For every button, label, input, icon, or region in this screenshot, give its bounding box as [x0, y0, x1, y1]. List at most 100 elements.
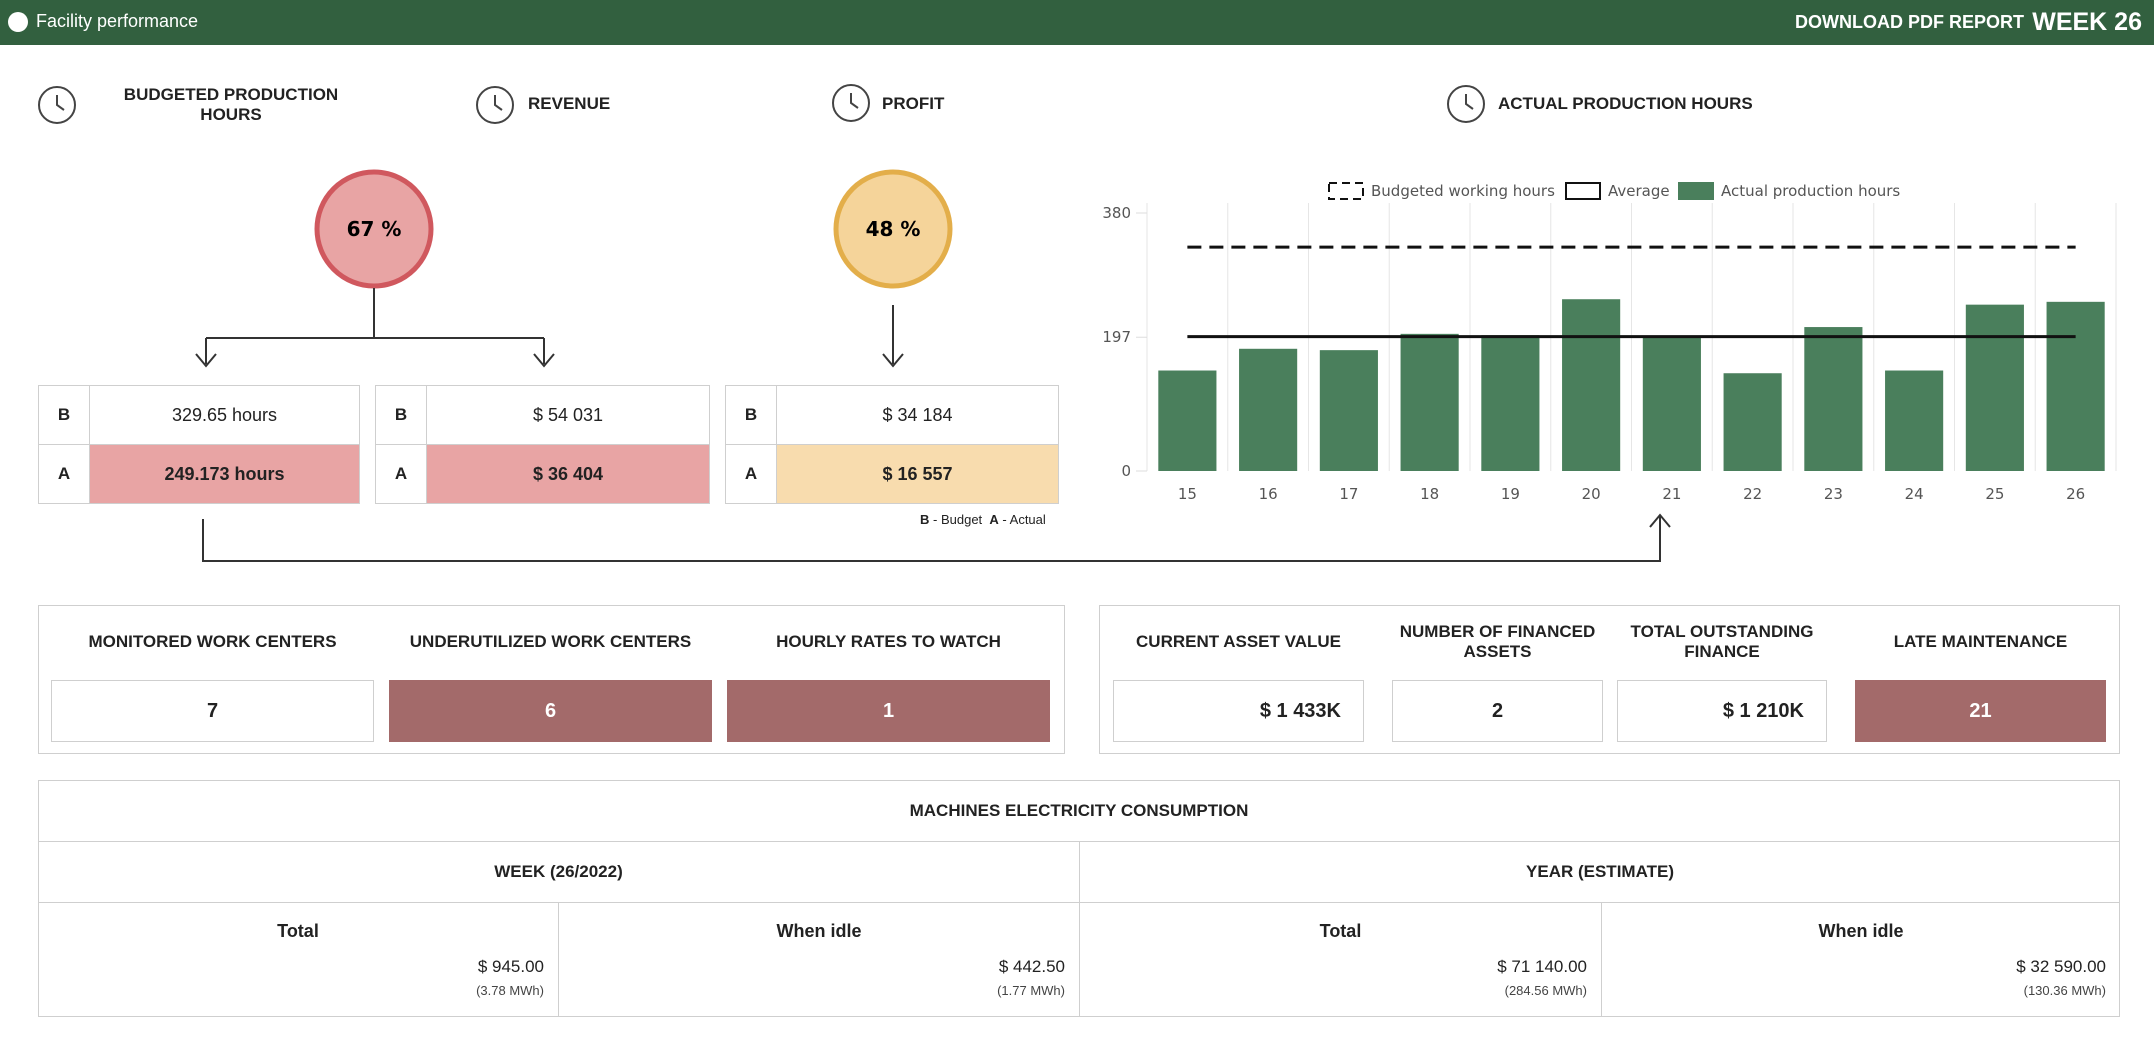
row-key: A	[725, 444, 777, 504]
bar	[1885, 370, 1944, 471]
bar	[1319, 350, 1378, 471]
section-title: REVENUE	[528, 94, 611, 113]
gauge-label: 48 %	[866, 217, 921, 241]
row-key: B	[725, 385, 777, 445]
icon	[1447, 85, 1485, 123]
icon	[850, 93, 859, 109]
header-title: Facility performance	[36, 11, 199, 31]
section-title: PROFIT	[882, 94, 945, 113]
icon	[476, 86, 514, 124]
row-value: 249.173 hours	[89, 444, 360, 504]
icon	[56, 95, 65, 111]
gauge-label: 67 %	[347, 217, 402, 241]
note-key: A	[989, 512, 999, 527]
download-button[interactable]: DOWNLOAD PDF REPORT	[1795, 12, 2024, 32]
x-tick-label: 26	[2066, 485, 2085, 503]
header-bar: Facility performance DOWNLOAD PDF REPORT…	[0, 0, 2154, 45]
legend-swatch	[1678, 182, 1714, 200]
bar	[1562, 299, 1621, 471]
kpi-value: $ 1 210K	[1617, 680, 1827, 742]
section-title: BUDGETED PRODUCTION HOURS	[123, 85, 339, 124]
x-tick-label: 24	[1905, 485, 1924, 503]
kpi-title: NUMBER OF FINANCED ASSETS	[1399, 622, 1596, 661]
bar	[1804, 327, 1863, 471]
x-tick-label: 15	[1178, 485, 1197, 503]
x-tick-label: 17	[1339, 485, 1358, 503]
bar	[1481, 335, 1540, 471]
kpi-title: LATE MAINTENANCE	[1893, 632, 2068, 651]
kpi-value: 21	[1855, 680, 2106, 742]
legend-note: B - Budget A - Actual	[920, 512, 1046, 527]
cell: When idle $ 442.50 (1.77 MWh)	[558, 903, 1079, 1017]
y-tick-label: 380	[1102, 204, 1131, 222]
row-value: 329.65 hours	[89, 385, 360, 445]
section-title: ACTUAL PRODUCTION HOURS	[1498, 94, 1753, 113]
connector	[202, 513, 1671, 562]
cell-energy: (1.77 MWh)	[997, 983, 1065, 998]
x-tick-label: 16	[1259, 485, 1278, 503]
note-key: B	[920, 512, 930, 527]
cell-energy: (130.36 MWh)	[2023, 983, 2106, 998]
icon	[832, 84, 870, 122]
row-value: $ 54 031	[426, 385, 710, 445]
gauge	[314, 169, 434, 289]
work-centers-panel	[38, 605, 1065, 754]
kpi-title: UNDERUTILIZED WORK CENTERS	[409, 632, 692, 651]
note-text: - Actual	[1002, 512, 1046, 527]
cell: When idle $ 32 590.00 (130.36 MWh)	[1601, 903, 2120, 1017]
x-tick-label: 18	[1420, 485, 1439, 503]
row-value: $ 36 404	[426, 444, 710, 504]
cell: Total $ 71 140.00 (284.56 MWh)	[1079, 903, 1601, 1017]
kpi-value: 6	[389, 680, 712, 742]
legend-label: Budgeted working hours	[1371, 182, 1555, 200]
legend-label: Average	[1608, 182, 1670, 200]
x-tick-label: 23	[1824, 485, 1843, 503]
cell-energy: (3.78 MWh)	[476, 983, 544, 998]
row-key: B	[375, 385, 427, 445]
kpi-value: 2	[1392, 680, 1603, 742]
kpi-value: $ 1 433K	[1113, 680, 1364, 742]
bar	[2046, 301, 2105, 471]
row-key: B	[38, 385, 90, 445]
kpi-title: TOTAL OUTSTANDING FINANCE	[1630, 622, 1814, 661]
cell-amount: $ 32 590.00	[2016, 957, 2106, 976]
gauge	[833, 169, 953, 289]
icon	[38, 86, 76, 124]
group-header: YEAR (ESTIMATE)	[1079, 842, 2120, 903]
cell-amount: $ 945.00	[477, 957, 544, 976]
kpi-title: HOURLY RATES TO WATCH	[776, 632, 1001, 651]
bar	[1965, 304, 2024, 471]
kpi-title: MONITORED WORK CENTERS	[88, 632, 337, 651]
cell-amount: $ 442.50	[998, 957, 1065, 976]
connector	[205, 288, 894, 364]
cell-energy: (284.56 MWh)	[1504, 983, 1587, 998]
icon	[1465, 94, 1474, 110]
bar	[1642, 336, 1701, 471]
legend-swatch	[1328, 182, 1364, 200]
group-header: WEEK (26/2022)	[38, 842, 1079, 903]
assets-panel	[1099, 605, 2120, 754]
y-tick-label: 0	[1121, 462, 1131, 480]
kpi-title: CURRENT ASSET VALUE	[1136, 632, 1341, 651]
legend-label: Actual production hours	[1721, 182, 1900, 200]
electricity-title: MACHINES ELECTRICITY CONSUMPTION	[38, 780, 2120, 842]
row-key: A	[38, 444, 90, 504]
kpi-value: 7	[51, 680, 374, 742]
bar	[1400, 333, 1459, 471]
cell-label: Total	[277, 921, 319, 941]
bar	[1723, 373, 1782, 471]
dashboard-icon	[8, 12, 28, 32]
legend-swatch	[1565, 182, 1601, 200]
cell-label: Total	[1319, 921, 1362, 941]
x-tick-label: 25	[1985, 485, 2004, 503]
row-key: A	[375, 444, 427, 504]
cell-amount: $ 71 140.00	[1497, 957, 1587, 976]
bar	[1158, 370, 1217, 471]
x-tick-label: 21	[1662, 485, 1681, 503]
icon	[494, 95, 503, 111]
kpi-value: 1	[727, 680, 1050, 742]
row-value: $ 16 557	[776, 444, 1059, 504]
cell: Total $ 945.00 (3.78 MWh)	[38, 903, 558, 1017]
